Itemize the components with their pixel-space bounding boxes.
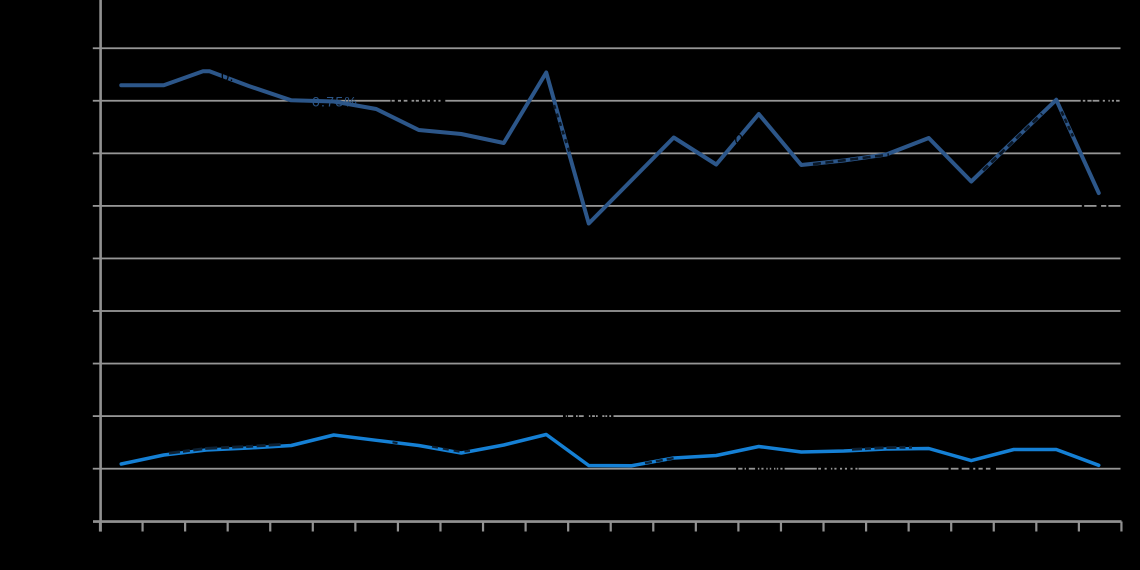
svg-text:0: 0: [735, 131, 743, 148]
svg-text:0.: 0.: [221, 68, 234, 85]
svg-text:0.80%: 0.80%: [181, 77, 224, 94]
svg-text:−0.75%: −0.75%: [303, 93, 359, 109]
